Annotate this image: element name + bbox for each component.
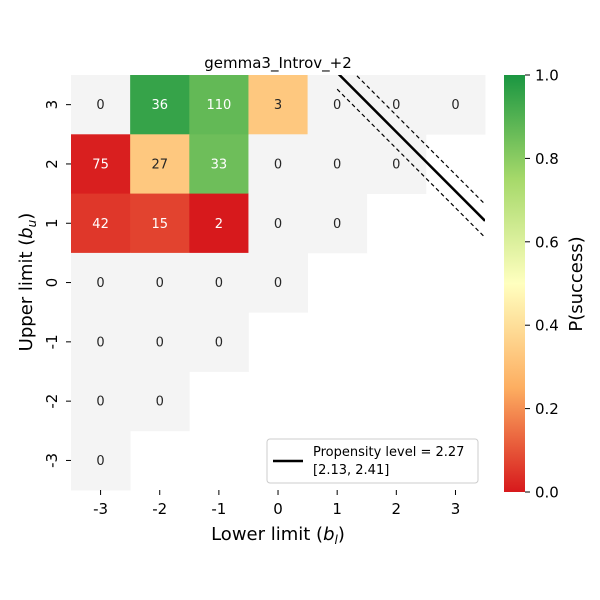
heatmap-cell — [366, 75, 427, 135]
x-tick-label: -3 — [93, 500, 108, 518]
heatmap-cell — [71, 193, 131, 254]
legend-label-line1: Propensity level = 2.27 — [313, 445, 464, 460]
y-axis-ticks: 3 2 1 0 -1 -2 -3 — [43, 100, 71, 468]
heatmap-cell — [248, 193, 308, 254]
colorbar-tick-label: 0.0 — [535, 484, 559, 502]
cell-count-label: 0 — [274, 276, 282, 291]
x-axis-ticks: -3 -2 -1 0 1 2 3 — [93, 490, 460, 518]
heatmap-cell — [71, 312, 131, 372]
cell-count-label: 3 — [274, 98, 282, 113]
cell-count-label: 0 — [96, 276, 104, 291]
x-tick-label: -2 — [152, 500, 167, 518]
y-tick-label: 3 — [43, 100, 61, 110]
heatmap-cells: 0 36 110 3 0 0 0 75 27 33 0 0 0 42 15 2 0 0 0 0 0 0 0 0 0 0 0 0 — [71, 75, 486, 491]
y-tick-label: -1 — [43, 334, 61, 349]
cell-count-label: 0 — [96, 454, 104, 469]
cell-count-label: 75 — [92, 157, 109, 172]
colorbar-ticks: 0.0 0.2 0.4 0.6 0.8 1.0 — [525, 67, 559, 502]
heatmap-cell — [130, 312, 190, 372]
colorbar-tick-label: 1.0 — [535, 67, 559, 85]
cell-count-label: 2 — [215, 217, 223, 232]
cell-count-label: 0 — [392, 98, 400, 113]
cell-count-label: 0 — [215, 276, 223, 291]
cell-count-label: 110 — [206, 98, 231, 113]
colorbar-tick-label: 0.8 — [535, 150, 559, 168]
cell-count-label: 0 — [333, 98, 341, 113]
heatmap-cell — [425, 75, 486, 135]
y-tick-label: -2 — [43, 394, 61, 409]
heatmap-cell — [71, 252, 131, 313]
y-tick-label: 0 — [43, 278, 61, 288]
legend: Propensity level = 2.27 [2.13, 2.41] — [266, 438, 479, 484]
cell-count-label: 42 — [92, 217, 109, 232]
y-tick-label: -3 — [43, 453, 61, 468]
cell-count-label: 0 — [392, 157, 400, 172]
cell-count-label: 0 — [451, 98, 459, 113]
heatmap-cell — [130, 75, 190, 135]
heatmap-cell — [307, 134, 368, 194]
propensity-line — [337, 75, 485, 222]
y-tick-label: 1 — [43, 218, 61, 228]
heatmap-cell — [248, 134, 308, 194]
heatmap-cell — [189, 134, 249, 194]
x-tick-label: 1 — [332, 500, 342, 518]
cell-count-label: 33 — [211, 157, 228, 172]
cell-count-label: 0 — [156, 395, 164, 410]
chart-title: gemma3_Introv_+2 — [204, 54, 352, 73]
heatmap-cell — [189, 252, 249, 313]
x-tick-label: 0 — [273, 500, 283, 518]
x-tick-label: 3 — [451, 500, 461, 518]
cell-count-label: 0 — [96, 98, 104, 113]
heatmap-cell — [248, 75, 308, 135]
x-tick-label: -1 — [211, 500, 226, 518]
heatmap-cell — [130, 193, 190, 254]
heatmap-cell — [189, 193, 249, 254]
cell-count-label: 0 — [333, 157, 341, 172]
cell-count-label: 36 — [151, 98, 168, 113]
cell-count-label: 15 — [151, 217, 168, 232]
cell-count-label: 27 — [151, 157, 168, 172]
cell-count-label: 0 — [96, 395, 104, 410]
heatmap-cell — [71, 371, 131, 432]
propensity-lines — [336, 75, 485, 238]
colorbar-tick-label: 0.2 — [535, 400, 559, 418]
cell-count-label: 0 — [215, 335, 223, 350]
heatmap-cell — [71, 430, 131, 491]
heatmap-cell — [248, 252, 308, 313]
cell-count-label: 0 — [333, 217, 341, 232]
colorbar-tick-label: 0.6 — [535, 233, 559, 251]
cell-count-label: 0 — [156, 335, 164, 350]
heatmap-cell — [189, 312, 249, 372]
colorbar — [504, 75, 525, 492]
colorbar-tick-label: 0.4 — [535, 317, 559, 335]
colorbar-label: P(success) — [566, 236, 587, 331]
legend-label-line2: [2.13, 2.41] — [313, 463, 389, 478]
x-tick-label: 2 — [392, 500, 402, 518]
cell-count-label: 0 — [96, 335, 104, 350]
heatmap-cell — [307, 75, 368, 135]
heatmap-cell — [189, 75, 249, 135]
heatmap-cell — [71, 134, 131, 194]
heatmap-cell — [307, 193, 368, 254]
cell-count-label: 0 — [156, 276, 164, 291]
heatmap-cell — [130, 252, 190, 313]
x-axis-label: Lower limit (bl) — [211, 524, 345, 547]
y-tick-label: 2 — [43, 159, 61, 169]
heatmap-cell — [71, 75, 131, 135]
cell-count-label: 0 — [274, 157, 282, 172]
heatmap-cell — [130, 371, 190, 432]
cell-count-label: 0 — [274, 217, 282, 232]
heatmap-cell — [130, 134, 190, 194]
heatmap-cell — [366, 134, 427, 194]
legend-box — [266, 438, 479, 484]
y-axis-label: Upper limit (bu) — [16, 213, 39, 352]
